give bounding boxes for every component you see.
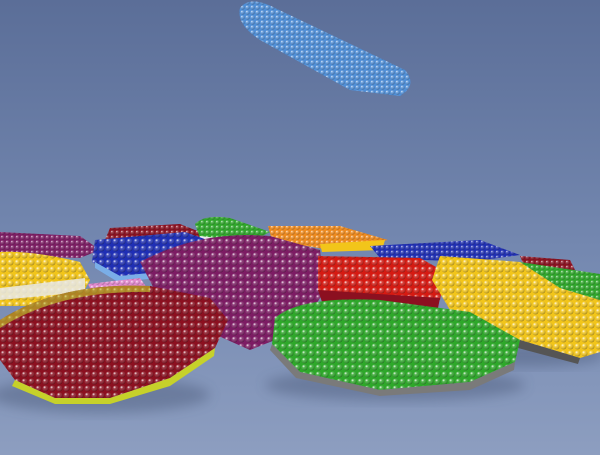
red-flake-center <box>318 256 445 308</box>
purple-flake-back-left <box>0 232 100 258</box>
floating-blue-flake <box>239 1 411 96</box>
green-grey-flake-front <box>270 299 520 396</box>
navy-flake-back-right <box>370 240 520 262</box>
yellow-green-flake-right <box>432 256 600 364</box>
maroon-yellow-flake-front-left <box>0 285 228 404</box>
yellow-white-flake-left <box>0 251 90 306</box>
